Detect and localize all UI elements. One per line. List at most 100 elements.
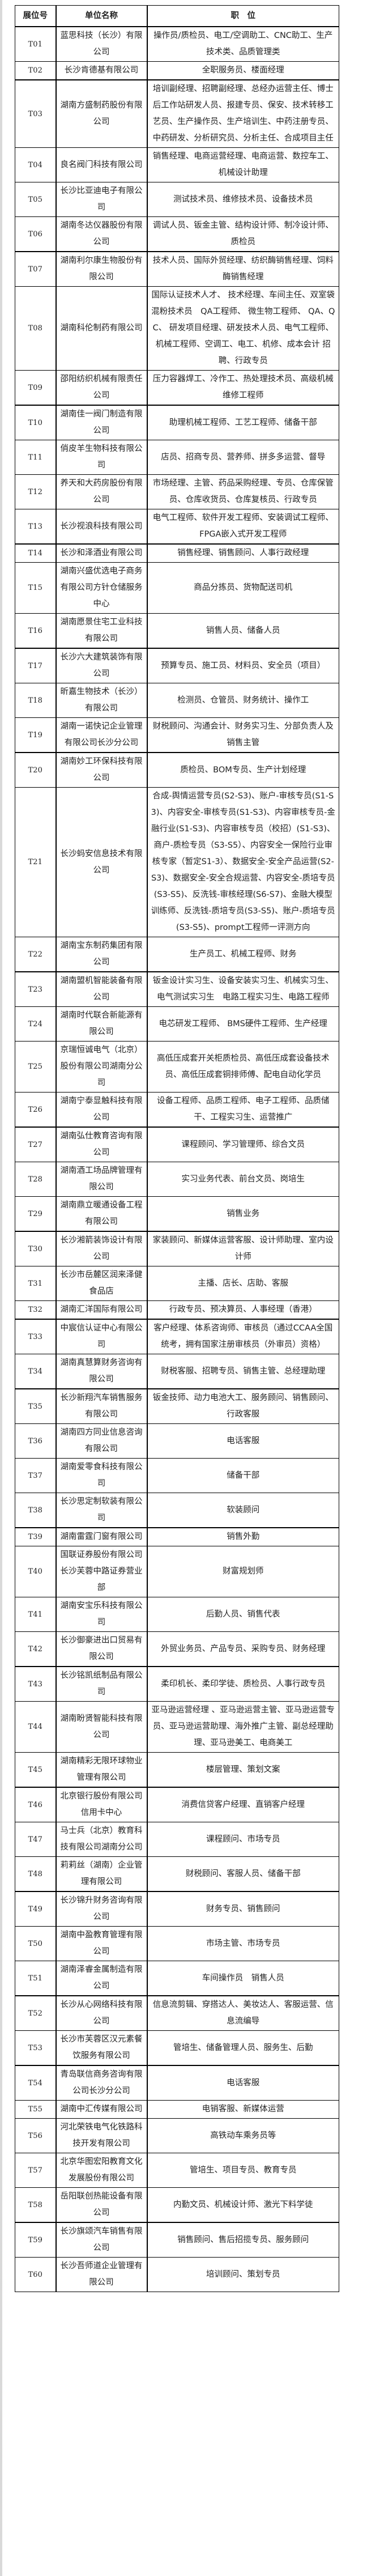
table-row: T32 湖南汇洋国际有限公司 行政专员、预决算员、人事经理（香港） xyxy=(15,1300,339,1320)
company-name: 长沙御豪进出口贸易有限公司 xyxy=(55,1631,148,1667)
table-row: T42 长沙御豪进出口贸易有限公司 外贸业务员、产品专员、采购专员、财务经理 xyxy=(15,1631,339,1667)
booth-number: T17 xyxy=(15,648,56,683)
positions: 设备工程师、品质工程师、电子工程师、品质储干、工程实习生、运营推广 xyxy=(147,1092,339,1128)
company-name: 湖南科伦制药有限公司 xyxy=(55,286,148,371)
company-name: 长沙锦升财务咨询有限公司 xyxy=(55,1891,148,1927)
table-row: T39 湖南雷霆门窗有限公司 销售外勤 xyxy=(15,1527,339,1546)
company-name: 湖南一诺快记企业管理有限公司长沙分公司 xyxy=(55,717,148,753)
booth-number: T02 xyxy=(15,61,56,80)
company-name: 湖南四方同业信息咨询有限公司 xyxy=(55,1423,148,1459)
booth-number: T39 xyxy=(15,1527,56,1546)
booth-number: T03 xyxy=(15,79,56,148)
booth-number: T20 xyxy=(15,752,56,788)
company-name: 湖南宝东制药集团有限公司 xyxy=(55,937,148,972)
company-name: 长沙旗颂汽车销售有限公司 xyxy=(55,2222,148,2258)
table-row: T50 湖南中盈教育管理有限公司 市场主管、市场专员 xyxy=(15,1926,339,1961)
company-name: 湖南精彩无限环球物业管理有限公司 xyxy=(55,1752,148,1788)
booth-number: T05 xyxy=(15,182,56,217)
booth-number: T22 xyxy=(15,937,56,972)
company-name: 湖南汇洋国际有限公司 xyxy=(55,1300,148,1320)
table-row: T09 邵阳纺织机械有限责任公司 压力容器焊工、冷作工、热处理技术员、高级机械维修工… xyxy=(15,370,339,406)
table-row: T19 湖南一诺快记企业管理有限公司长沙分公司 财税顾问、沟通会计、财务实习生、分部… xyxy=(15,717,339,753)
table-row: T29 湖南鼎立暖通设备工程有限公司 销售业务 xyxy=(15,1196,339,1232)
positions: 楼层管理、策划文案 xyxy=(147,1752,339,1788)
company-name: 湖南爱零食科技有限公司 xyxy=(55,1458,148,1493)
booth-number: T07 xyxy=(15,251,56,287)
positions: 合成-舆情运营专员(S2-S3)、账户-审核专员(S1-S3)、内容安全-审核专… xyxy=(147,787,339,937)
positions: 亚马逊运营经理 、亚马逊运营主管、亚马逊运营专员、亚马逊运营助理、海外推广主管、… xyxy=(147,1701,339,1753)
header-booth: 展位号 xyxy=(15,5,56,27)
company-name: 长沙六大建筑装饰有限公司 xyxy=(55,648,148,683)
table-row: T57 北京华图宏阳教育文化发展股份有限公司 管培生、项目专员、教育专员 xyxy=(15,2153,339,2188)
booth-number: T52 xyxy=(15,1995,56,2031)
positions: 技术人员、国际外贸经理、纺织酶销售经理、饲料酶销售经理 xyxy=(147,251,339,287)
booth-number: T04 xyxy=(15,147,56,182)
booth-number: T34 xyxy=(15,1354,56,1389)
company-name: 湖南雷霆门窗有限公司 xyxy=(55,1527,148,1546)
table-row: T07 湖南利尔康生物股份有限公司 技术人员、国际外贸经理、纺织酶销售经理、饲料酶销… xyxy=(15,251,339,287)
company-name: 湖南佳一阀门制造有限公司 xyxy=(55,405,148,440)
company-name: 青岛联信商务咨询有限公司长沙分公司 xyxy=(55,2065,148,2101)
booth-number: T08 xyxy=(15,286,56,371)
positions: 生产员工、机械工程师、财务 xyxy=(147,937,339,972)
company-name: 长沙市岳麓区润来泽健食品店 xyxy=(55,1266,148,1301)
positions: 培训副经理、招聘副经理、总经办运营主任、博士后工作站研发人员、报建专员、保安、技… xyxy=(147,79,339,148)
booth-number: T57 xyxy=(15,2153,56,2188)
positions: 管培生、项目专员、教育专员 xyxy=(147,2153,339,2188)
positions: 消费信贷客户经理、直销客户经理 xyxy=(147,1787,339,1822)
positions: 课程顾问、市场专员 xyxy=(147,1822,339,1857)
table-row: T60 长沙吾师道企业管理有限公司 培训顾问、策划专员 xyxy=(15,2257,339,2292)
table-row: T40 国联证券股份有限公司长沙芙蓉中路证券营业部 财富规划师 xyxy=(15,1546,339,1597)
company-name: 昕嘉生物技术（长沙）有限公司 xyxy=(55,683,148,718)
header-company: 单位名称 xyxy=(55,5,148,27)
table-row: T35 长沙新翔汽车销售服务有限公司 钣金技师、动力电池大工、服务顾问、销售顾问、行… xyxy=(15,1388,339,1424)
company-name: 长沙湘箭装饰设计有限公司 xyxy=(55,1231,148,1266)
positions: 储备干部 xyxy=(147,1458,339,1493)
table-row: T03 湖南方盛制药股份有限公司 培训副经理、招聘副经理、总经办运营主任、博士后工作… xyxy=(15,79,339,148)
company-name: 良名阀门科技有限公司 xyxy=(55,147,148,182)
positions: 钣金设计实习生、设备安装实习生、机械实习生、电气测试实习生 电路工程实习生、电路… xyxy=(147,971,339,1007)
booth-number: T33 xyxy=(15,1319,56,1354)
table-header-row: 展位号 单位名称 职 位 xyxy=(15,5,339,27)
company-name: 中宸信认证中心有限公司 xyxy=(55,1319,148,1354)
table-row: T37 湖南爱零食科技有限公司 储备干部 xyxy=(15,1458,339,1493)
company-name: 湖南方盛制药股份有限公司 xyxy=(55,79,148,148)
company-name: 湖南酒工场品牌管理有限公司 xyxy=(55,1162,148,1197)
booth-number: T06 xyxy=(15,216,56,252)
table-row: T28 湖南酒工场品牌管理有限公司 实习业务代表、前台文员、岗培生 xyxy=(15,1162,339,1197)
company-name: 北京银行股份有限公司信用卡中心 xyxy=(55,1787,148,1822)
booth-number: T42 xyxy=(15,1631,56,1667)
table-row: T23 湖南盟机智能装备有限公司 钣金设计实习生、设备安装实习生、机械实习生、电气测… xyxy=(15,971,339,1007)
company-name: 长沙思定制软装有限公司 xyxy=(55,1493,148,1528)
positions: 实习业务代表、前台文员、岗培生 xyxy=(147,1162,339,1197)
table-row: T22 湖南宝东制药集团有限公司 生产员工、机械工程师、财务 xyxy=(15,937,339,972)
booth-number: T31 xyxy=(15,1266,56,1301)
positions: 检测员、仓管员、财务统计、操作工 xyxy=(147,683,339,718)
booth-number: T45 xyxy=(15,1752,56,1788)
booth-number: T59 xyxy=(15,2222,56,2258)
company-name: 湖南妙工环保科技有限公司 xyxy=(55,752,148,788)
company-name: 长沙视浪科技有限公司 xyxy=(55,509,148,545)
positions: 培训顾问、策划专员 xyxy=(147,2257,339,2292)
positions: 财税客服、招聘专员、销售主管、总经理助理 xyxy=(147,1354,339,1389)
positions: 家装顾问、新媒体运营客服、设计师助理、室内设计师 xyxy=(147,1231,339,1266)
booth-number: T32 xyxy=(15,1300,56,1320)
booth-number: T41 xyxy=(15,1597,56,1632)
table-row: T15 湖南兴盛优选电子商务有限公司方针仓储服务中心 商品分拣员、货物配送司机 xyxy=(15,562,339,614)
positions: 店员、招商专员、营养师、拼多多运营、督导 xyxy=(147,440,339,475)
booth-number: T27 xyxy=(15,1127,56,1162)
positions: 财税顾问、客服人员、储备干部 xyxy=(147,1856,339,1892)
company-name: 莉莉丝（湖南）企业管理有限公司 xyxy=(55,1856,148,1892)
positions: 外贸业务员、产品专员、采购专员、财务经理 xyxy=(147,1631,339,1667)
positions: 销售人员、储备人员 xyxy=(147,613,339,649)
positions: 车间操作员 销售人员 xyxy=(147,1961,339,1996)
table-row: T01 蓝思科技（长沙）有限公司 操作员/质检员、电工/空调助工、CNC助工、生产技… xyxy=(15,26,339,62)
booth-number: T54 xyxy=(15,2065,56,2101)
positions: 市场主管、市场专员 xyxy=(147,1926,339,1961)
company-name: 湖南愿景住宅工业科技有限公司 xyxy=(55,613,148,649)
booth-number: T11 xyxy=(15,440,56,475)
table-row: T34 湖南真慧算财务咨询有限公司 财税客服、招聘专员、销售主管、总经理助理 xyxy=(15,1354,339,1389)
positions: 信息流剪辑、穿搭达人、美妆达人、客服运营、信息流编导 xyxy=(147,1995,339,2031)
booth-number: T43 xyxy=(15,1666,56,1702)
table-row: T02 长沙肯德基有限公司 全职服务员、楼面经理 xyxy=(15,61,339,80)
